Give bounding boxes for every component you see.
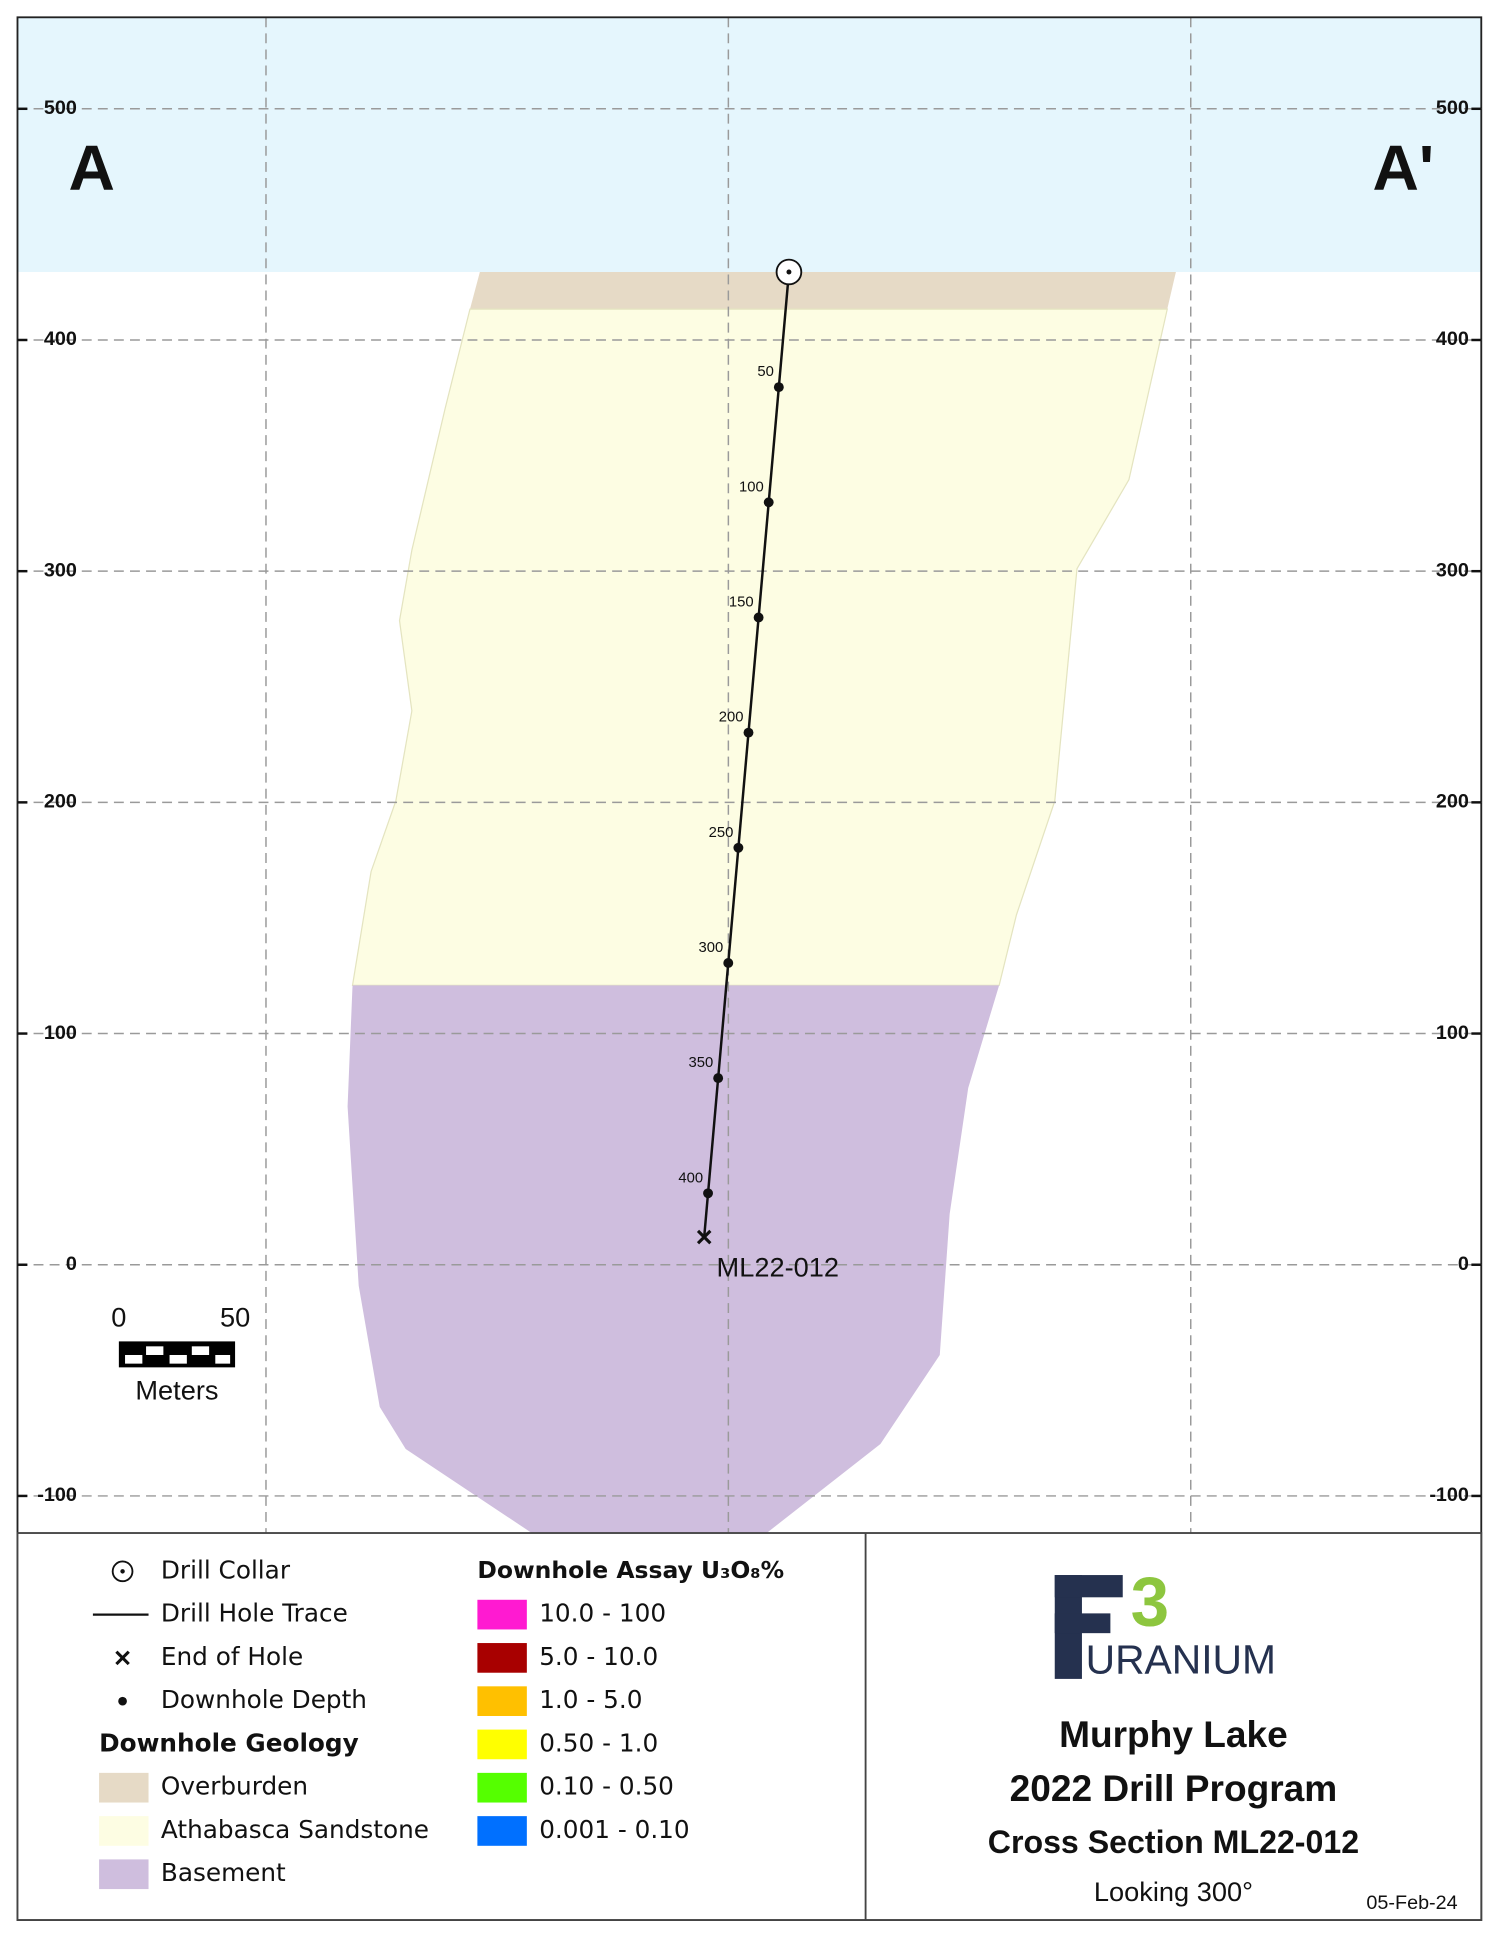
legend-swatch bbox=[99, 1816, 149, 1846]
section-label: A' bbox=[1373, 132, 1435, 204]
title: Murphy Lake bbox=[1059, 1713, 1288, 1755]
legend-swatch bbox=[99, 1859, 149, 1890]
depth-symbol bbox=[118, 1696, 127, 1706]
legend-label: 10.0 - 100 bbox=[539, 1599, 666, 1628]
tick-label: 400 bbox=[44, 328, 77, 350]
legend-label: Drill Collar bbox=[161, 1555, 291, 1584]
depth-label: 400 bbox=[678, 1170, 703, 1186]
legend-label: 0.001 - 0.10 bbox=[539, 1815, 689, 1844]
scale-bar bbox=[125, 1354, 143, 1364]
legend-label: Downhole Depth bbox=[161, 1685, 367, 1714]
depth-marker bbox=[713, 1073, 724, 1084]
date: 05-Feb-24 bbox=[1366, 1892, 1457, 1914]
tick-label: -100 bbox=[1429, 1484, 1469, 1506]
tick-label: 200 bbox=[44, 791, 77, 813]
tick-label: 0 bbox=[66, 1253, 77, 1275]
tick-label: 400 bbox=[1436, 328, 1469, 350]
depth-marker bbox=[723, 958, 734, 968]
depth-label: 50 bbox=[757, 364, 774, 380]
legend-swatch bbox=[477, 1686, 527, 1716]
legend-label: Overburden bbox=[161, 1772, 308, 1801]
scale-unit: Meters bbox=[135, 1374, 218, 1405]
legend-label: 0.50 - 1.0 bbox=[539, 1728, 658, 1757]
tick-label: 300 bbox=[1436, 559, 1469, 581]
depth-marker bbox=[753, 612, 764, 623]
legend-label: Basement bbox=[161, 1858, 286, 1887]
logo-f bbox=[1054, 1575, 1123, 1598]
logo-word: URANIUM bbox=[1086, 1637, 1276, 1683]
tick-label: 100 bbox=[1436, 1022, 1469, 1044]
hole-name: ML22-012 bbox=[717, 1251, 839, 1282]
scale-bar bbox=[215, 1354, 231, 1364]
legend-swatch bbox=[477, 1772, 527, 1803]
depth-label: 350 bbox=[688, 1055, 713, 1071]
depth-marker bbox=[763, 497, 774, 508]
tick-label: 0 bbox=[1458, 1253, 1469, 1275]
depth-label: 300 bbox=[699, 940, 724, 956]
legend-swatch bbox=[477, 1729, 527, 1760]
depth-label: 150 bbox=[729, 595, 754, 611]
logo-digit: 3 bbox=[1131, 1562, 1170, 1640]
legend-label: Athabasca Sandstone bbox=[161, 1815, 429, 1844]
legend-swatch bbox=[477, 1643, 527, 1673]
eoh-symbol bbox=[115, 1650, 130, 1666]
logo-f bbox=[1054, 1613, 1111, 1634]
view-direction: Looking 300° bbox=[1094, 1876, 1253, 1907]
legend-title: Downhole Geology bbox=[99, 1728, 359, 1757]
collar-symbol bbox=[120, 1569, 125, 1574]
depth-marker bbox=[733, 842, 744, 853]
tick-label: 500 bbox=[1436, 97, 1469, 119]
tick-label: 300 bbox=[44, 559, 77, 581]
depth-label: 200 bbox=[719, 710, 744, 726]
legend-label: End of Hole bbox=[161, 1642, 303, 1671]
legend-swatch bbox=[99, 1772, 149, 1803]
scale-label: 0 bbox=[111, 1301, 126, 1332]
legend-swatch bbox=[477, 1816, 527, 1846]
section-title: Cross Section ML22-012 bbox=[988, 1824, 1359, 1860]
legend-label: Drill Hole Trace bbox=[161, 1599, 348, 1628]
tick-label: -100 bbox=[37, 1484, 77, 1506]
depth-marker bbox=[743, 727, 754, 738]
legend-label: 1.0 - 5.0 bbox=[539, 1685, 642, 1714]
overburden bbox=[469, 271, 1176, 310]
scale-bar bbox=[169, 1354, 187, 1364]
tick-label: 200 bbox=[1436, 791, 1469, 813]
sandstone bbox=[351, 308, 1169, 986]
legend-title: Downhole Assay U₃O₈% bbox=[477, 1556, 784, 1584]
section-label: A bbox=[68, 132, 114, 204]
legend-label: 0.10 - 0.50 bbox=[539, 1772, 674, 1801]
scale-label: 50 bbox=[220, 1301, 250, 1332]
sky-band bbox=[17, 17, 1482, 272]
tick-label: 100 bbox=[44, 1022, 77, 1044]
basement bbox=[347, 985, 1000, 1534]
scale-bar bbox=[191, 1346, 210, 1355]
grid bbox=[265, 17, 1192, 1534]
legend-swatch bbox=[477, 1599, 527, 1630]
tick-label: 500 bbox=[44, 97, 77, 119]
end-of-hole bbox=[696, 1229, 712, 1245]
depth-marker bbox=[773, 382, 784, 393]
legend-label: 5.0 - 10.0 bbox=[539, 1642, 658, 1671]
drill-collar bbox=[786, 269, 792, 275]
depth-label: 100 bbox=[739, 479, 764, 495]
depth-marker bbox=[703, 1188, 713, 1199]
scale-bar bbox=[146, 1346, 164, 1355]
depth-label: 250 bbox=[709, 825, 734, 841]
subtitle: 2022 Drill Program bbox=[1010, 1767, 1338, 1809]
legend-panel bbox=[16, 1532, 1483, 1921]
